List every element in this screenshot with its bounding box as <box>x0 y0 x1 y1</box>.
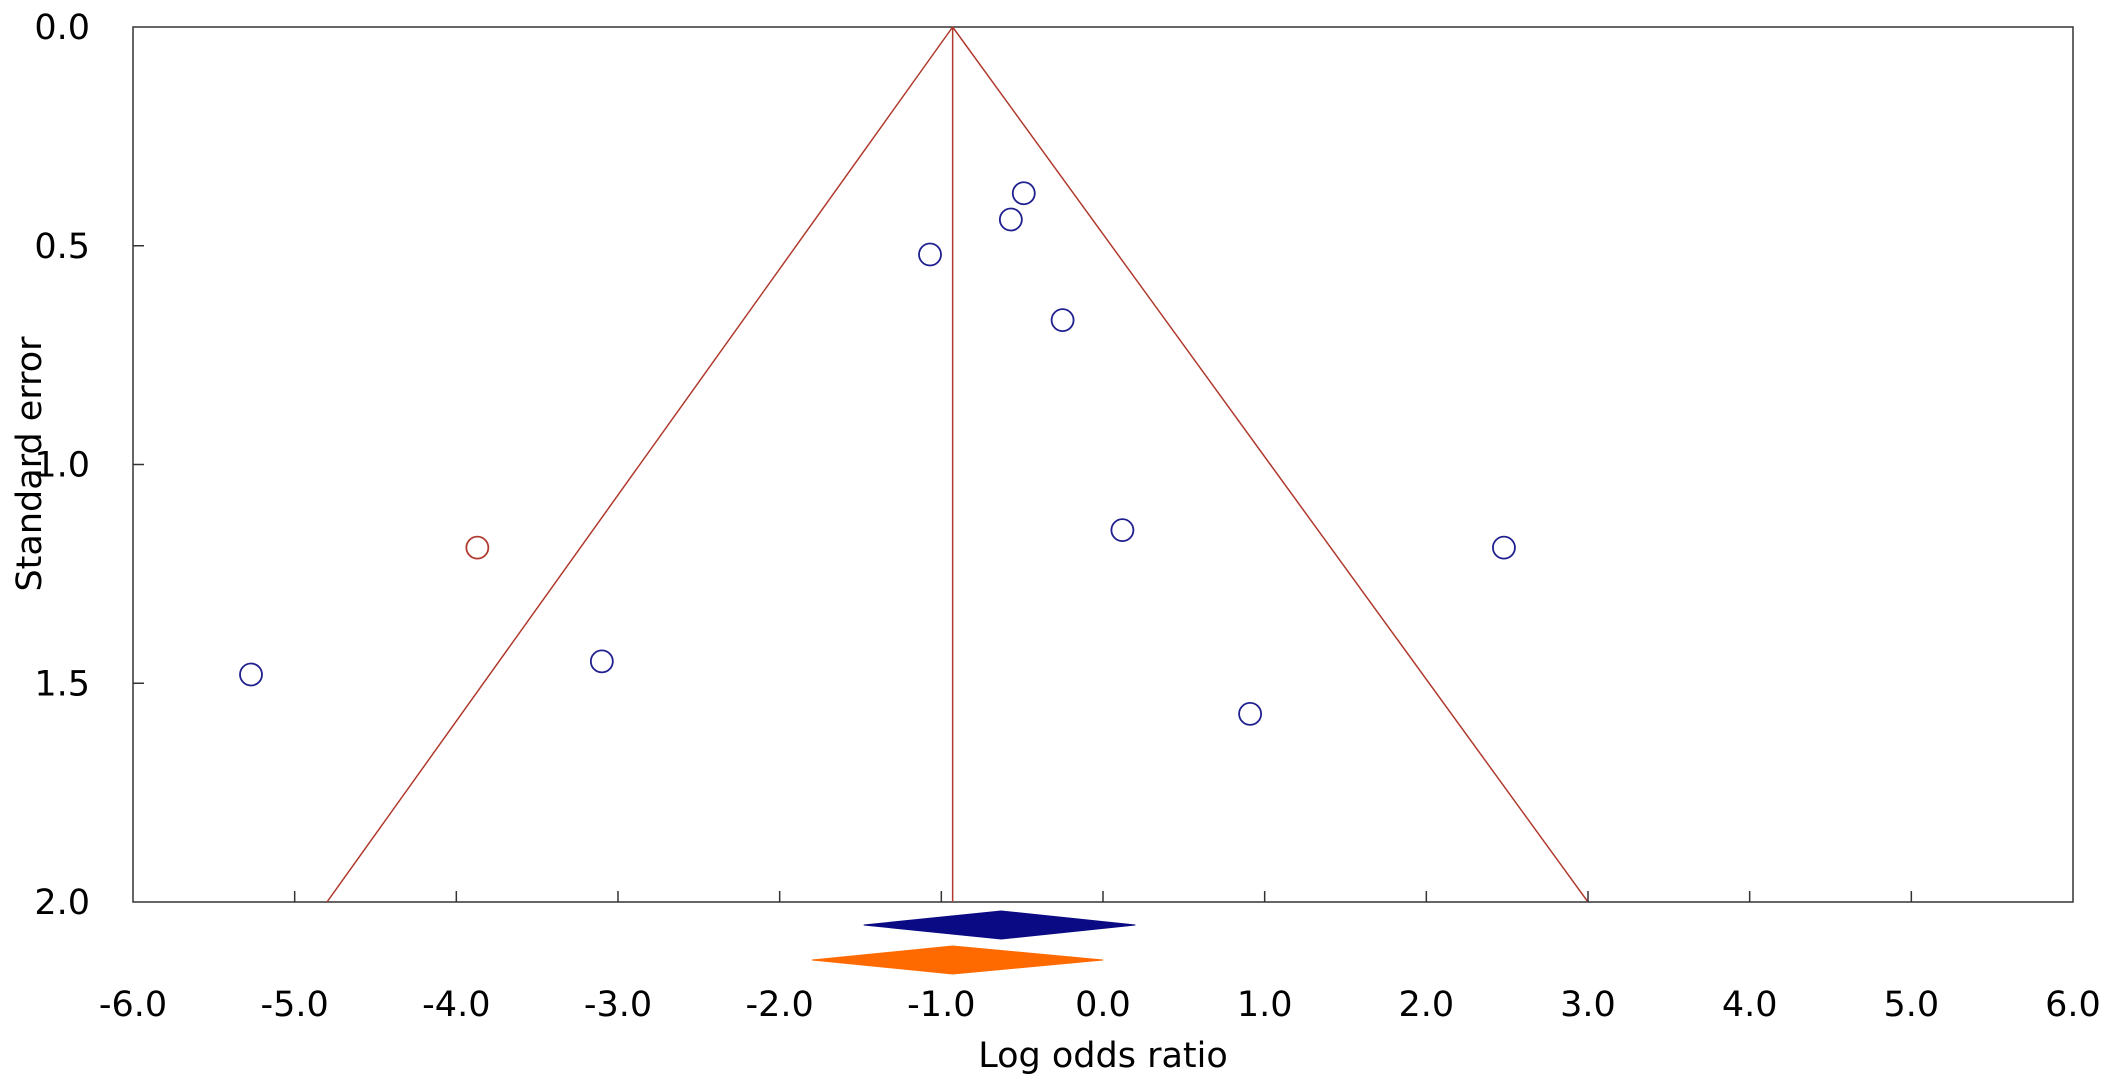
plot-area-frame <box>132 26 2074 903</box>
x-tick-label: 1.0 <box>1237 985 1293 1025</box>
study-point <box>465 535 490 560</box>
summary-diamond <box>863 910 1136 940</box>
x-tick-label: 3.0 <box>1560 985 1616 1025</box>
x-tick-label: -2.0 <box>746 985 814 1025</box>
y-tick-label: 2.0 <box>34 883 90 923</box>
x-tick-label: -1.0 <box>907 985 975 1025</box>
x-tick-label: 4.0 <box>1722 985 1778 1025</box>
study-points <box>239 181 1516 726</box>
y-tick-label: 0.5 <box>34 227 90 267</box>
funnel-left-line <box>326 26 954 903</box>
study-point <box>918 242 942 267</box>
y-tick-label: 1.5 <box>34 664 90 704</box>
study-point <box>998 207 1023 232</box>
study-point <box>1011 181 1036 206</box>
study-point <box>1050 308 1075 333</box>
y-tick-label: 0.0 <box>34 8 90 48</box>
summary-diamond <box>811 945 1104 975</box>
x-tick-label: -5.0 <box>261 985 329 1025</box>
x-tick-label: 2.0 <box>1398 985 1454 1025</box>
study-point <box>1492 535 1516 560</box>
study-point <box>239 662 263 687</box>
x-tick-label: 6.0 <box>2045 985 2101 1025</box>
summary-diamonds <box>811 910 1136 975</box>
x-tick-label: -6.0 <box>99 985 167 1025</box>
x-tick-label: 0.0 <box>1075 985 1131 1025</box>
funnel-right-line <box>952 26 1589 903</box>
y-tick-label: 1.0 <box>34 446 90 486</box>
study-point <box>1110 518 1135 543</box>
study-point <box>1238 701 1263 726</box>
y-axis-ticks: 0.0 0.5 1.0 1.5 2.0 <box>34 8 144 923</box>
study-point <box>589 649 614 674</box>
y-axis-title: Standard error <box>10 336 50 592</box>
x-axis-ticks: -6.0 -5.0 -4.0 -3.0 -2.0 -1.0 0.0 1.0 2.0 3.0 4.0 5… <box>99 891 2101 1025</box>
x-axis-title: Log odds ratio <box>978 1036 1228 1076</box>
x-tick-label: -4.0 <box>422 985 490 1025</box>
x-tick-label: -3.0 <box>584 985 652 1025</box>
funnel-lines <box>326 26 1589 903</box>
x-tick-label: 5.0 <box>1883 985 1939 1025</box>
